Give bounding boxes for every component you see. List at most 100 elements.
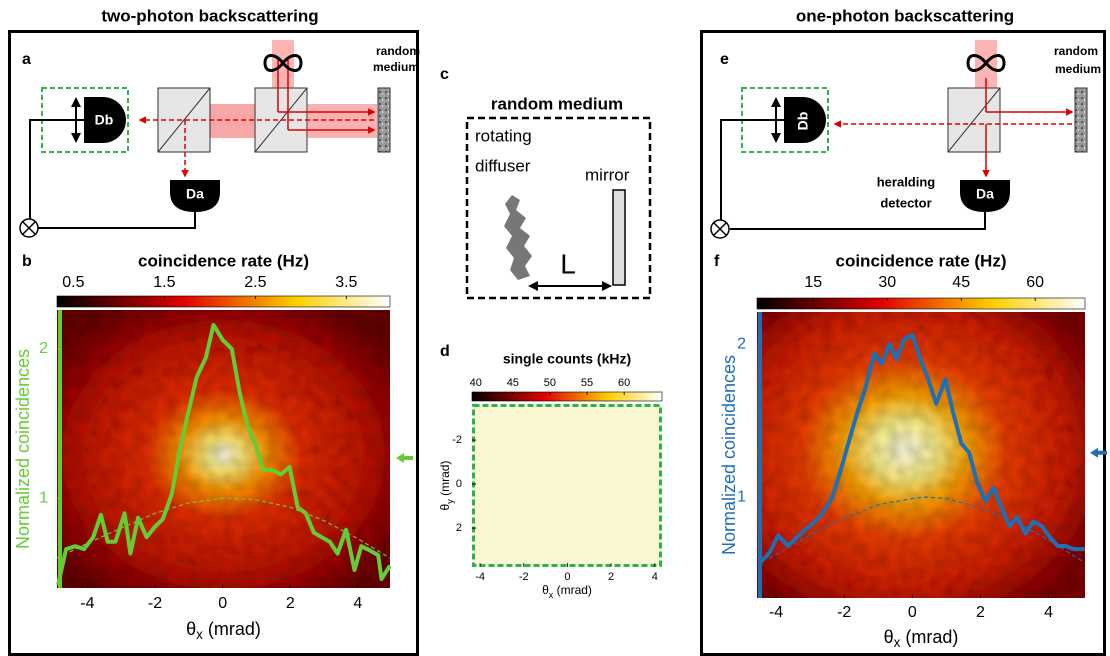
wire [720, 119, 784, 220]
panel-letter: c [440, 66, 449, 83]
x-axis-label-part: θ [884, 627, 894, 647]
photon-source [966, 54, 1006, 72]
x-tick-label: 0 [564, 571, 570, 583]
x-tick-label: 0 [908, 604, 917, 621]
x-tick-label: -2 [837, 604, 851, 621]
colorbar-tick-label: 2.5 [244, 274, 266, 291]
colorbar-title: coincidence rate (Hz) [836, 251, 1007, 270]
y-axis-label: θy (mrad) [438, 461, 455, 511]
y-tick-label: 1 [737, 488, 746, 505]
colorbar-tick-label: 0.5 [62, 274, 84, 291]
y-tick-label: 0 [456, 478, 462, 490]
x-axis-label: θx (mrad) [884, 627, 959, 650]
fit-curve [56, 497, 391, 559]
panel-letter: f [714, 253, 720, 270]
colorbar-tick-label: 40 [470, 377, 482, 389]
colorbar [756, 297, 1086, 310]
colorbar-tick-label: 1.5 [153, 274, 175, 291]
x-tick-label: 4 [353, 595, 362, 612]
panel-letter: e [720, 51, 729, 68]
heading: one-photon backscattering [796, 6, 1014, 25]
colorbar-tick-label: 30 [878, 274, 896, 291]
colorbar-tick-label: 3.5 [335, 274, 357, 291]
colorbar-tick-label: 45 [952, 274, 970, 291]
label: medium [1055, 62, 1101, 76]
label: random [1054, 44, 1098, 58]
level-arrow [1090, 447, 1107, 458]
correlator [713, 222, 727, 236]
label: detector [880, 195, 931, 210]
detector-label: Da [186, 186, 204, 202]
label: rotating [475, 126, 532, 145]
label: random medium [491, 94, 623, 113]
level-arrow [396, 452, 413, 463]
y-tick-label: 2 [456, 522, 462, 534]
heading: two-photon backscattering [101, 6, 318, 25]
x-tick-label: 0 [218, 595, 227, 612]
y-axis-label-part: θ [438, 503, 452, 510]
panel-letter: a [22, 51, 31, 68]
colorbar-title: coincidence rate (Hz) [138, 251, 309, 270]
wire [38, 212, 196, 229]
x-tick-label: -4 [80, 595, 94, 612]
label: medium [373, 60, 419, 74]
y-tick-label: 2 [39, 340, 48, 357]
panel-letter: b [22, 253, 32, 270]
colorbar-tick-label: 55 [581, 377, 593, 389]
y-tick-label: -2 [452, 434, 462, 446]
y-axis-label: Normalized coincidences [719, 355, 739, 555]
x-tick-label: -4 [475, 571, 485, 583]
detector [960, 180, 1010, 212]
beam [210, 104, 255, 138]
x-tick-label: 2 [976, 604, 985, 621]
medium-frame [465, 116, 652, 300]
photon-source [263, 54, 303, 72]
colorbar-title: single counts (kHz) [503, 351, 631, 367]
label: diffuser [475, 156, 531, 175]
beam-splitter [947, 87, 1001, 153]
x-axis-label-part: (mrad) [900, 627, 958, 647]
x-axis-label-part: θ [542, 583, 549, 597]
detector-label: Db [95, 112, 114, 128]
wire [730, 212, 986, 230]
correlator [22, 221, 36, 235]
label: random [376, 44, 420, 58]
colorbar-tick-label: 45 [507, 377, 519, 389]
x-axis-label-part: θ [186, 619, 196, 639]
random-medium [377, 87, 391, 153]
label: heralding [877, 174, 936, 189]
setup-diagram: a Db random medium Da [19, 40, 420, 238]
data-line [56, 322, 392, 586]
label: L [560, 248, 576, 279]
x-axis-label-part: (mrad) [203, 619, 261, 639]
colorbar-tick-label: 60 [1026, 274, 1044, 291]
x-tick-label: -4 [769, 604, 783, 621]
mirror [612, 189, 626, 286]
y-axis-label-part: (mrad) [438, 461, 452, 500]
panel-frame [8, 30, 419, 656]
x-axis-label-part: (mrad) [553, 583, 592, 597]
colorbar-tick-label: 50 [544, 377, 556, 389]
y-axis-label: Normalized coincidences [13, 349, 33, 549]
x-tick-label: 2 [608, 571, 614, 583]
y-axis [758, 312, 762, 598]
detector [784, 97, 826, 143]
x-tick-label: 4 [1044, 604, 1053, 621]
x-tick-label: 2 [286, 595, 295, 612]
y-axis-label-part: y [445, 499, 455, 504]
data-line [758, 332, 1085, 565]
panel-frame [700, 30, 1106, 656]
setup-diagram: e Db random medium Da heralding detector [710, 40, 1101, 239]
detector-label: Db [795, 112, 811, 131]
diffuser [504, 195, 532, 280]
detector [170, 180, 220, 212]
x-tick-label: -2 [148, 595, 162, 612]
x-tick-label: 4 [652, 571, 658, 583]
label: mirror [585, 165, 630, 184]
fit-curve [769, 496, 1083, 562]
colorbar-tick-label: 60 [618, 377, 630, 389]
medium-diagram: c random medium rotating diffuser mirror… [440, 66, 652, 300]
colorbar [471, 391, 663, 402]
